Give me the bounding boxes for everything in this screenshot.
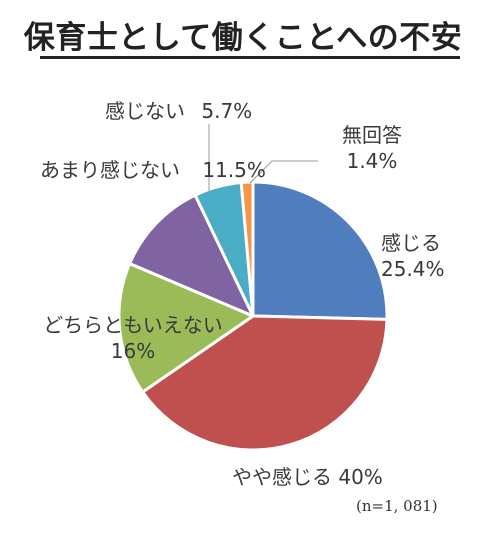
label-mukaito: 無回答 1.4%: [326, 122, 418, 174]
pie-slice-kanjiru: [251, 180, 389, 321]
label-yaya-kanjiru-value: 40%: [338, 465, 383, 489]
label-amari-kanjinai-name: あまり感じない: [40, 158, 180, 182]
label-kanjinai-value: 5.7%: [201, 99, 253, 123]
label-kanjiru-value: 25.4%: [381, 257, 445, 281]
label-yaya-kanjiru: やや感じる 40%: [232, 464, 383, 490]
label-amari-kanjinai: あまり感じない 11.5%: [40, 157, 266, 183]
label-dochiratomo-value: 16%: [110, 339, 156, 363]
label-dochiratomo-name: どちらともいえない: [43, 313, 223, 337]
sample-size-note: (n=1, 081): [356, 497, 438, 515]
label-dochiratomo: どちらともいえない 16%: [26, 312, 240, 364]
label-kanjinai-name: 感じない: [105, 99, 185, 123]
chart-title: 保育士として働くことへの不安: [23, 20, 463, 56]
label-mukaito-name: 無回答: [342, 123, 402, 147]
label-yaya-kanjiru-name: やや感じる: [232, 465, 332, 489]
leader-line-muukaito: [249, 160, 318, 184]
pie-slice-mukaito: [239, 180, 255, 318]
label-amari-kanjinai-value: 11.5%: [202, 158, 266, 182]
label-kanjinai: 感じない 5.7%: [105, 98, 252, 124]
label-kanjiru: 感じる 25.4%: [381, 230, 445, 282]
title-underline: [40, 56, 460, 59]
pie-slice-dochiratomo: [117, 262, 255, 394]
pie-slice-amari-kanjinai: [128, 193, 255, 318]
label-kanjiru-name: 感じる: [381, 231, 441, 255]
pie-slice-yaya-kanjiru: [141, 314, 389, 452]
label-mukaito-value: 1.4%: [346, 149, 398, 173]
